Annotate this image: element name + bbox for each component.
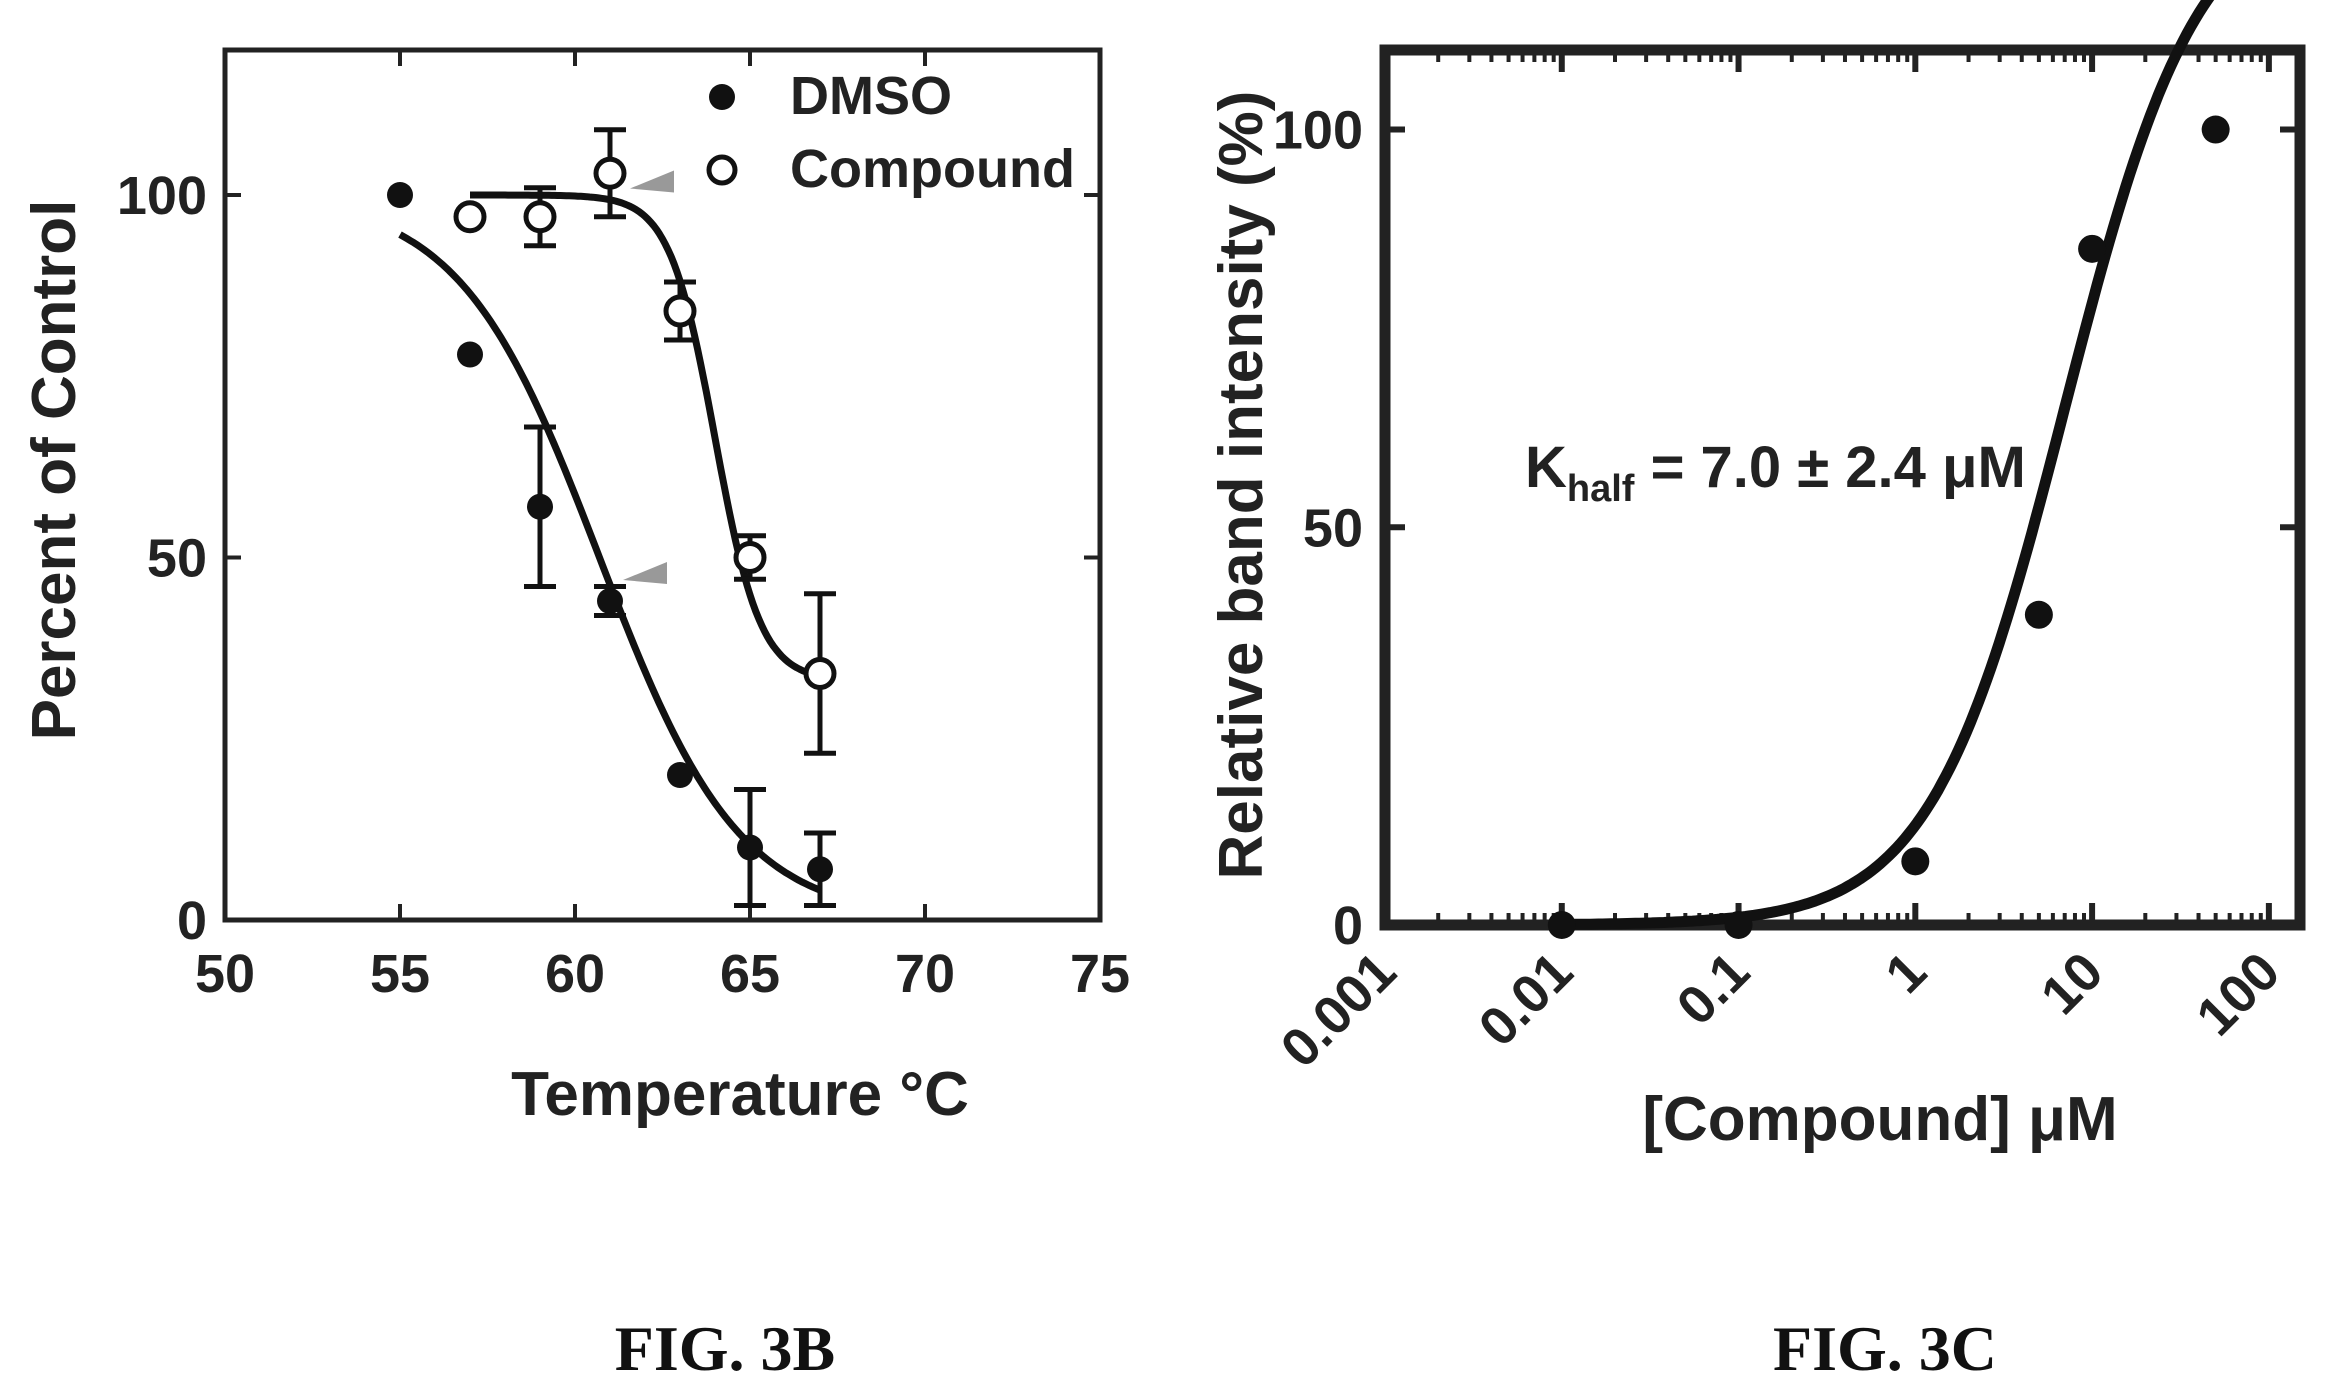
data-point <box>2024 600 2053 629</box>
arrow-marker <box>623 562 667 584</box>
x-tick-label: 100 <box>2185 941 2291 1047</box>
arrow-markers <box>623 170 674 584</box>
fit-curve-compound <box>469 191 821 680</box>
data-point-compound <box>803 657 837 690</box>
y-tick-label: 50 <box>1303 498 1363 558</box>
fit-curve <box>1556 0 2215 930</box>
data-point-dmso <box>387 182 413 208</box>
x-tick-label: 55 <box>370 944 430 1004</box>
x-tick-label: 1 <box>1874 941 1938 1005</box>
data-point-dmso <box>597 588 623 614</box>
figure-caption: FIG. 3B <box>615 1313 835 1384</box>
data-point-dmso <box>667 762 693 788</box>
x-tick-label: 60 <box>545 944 605 1004</box>
khalf-annotation: Khalf = 7.0 ± 2.4 μM <box>1525 435 2026 510</box>
x-tick-label: 75 <box>1070 944 1130 1004</box>
data-point-dmso <box>457 341 483 368</box>
annotation-subscript: half <box>1567 468 1635 510</box>
x-tick-label: 70 <box>895 944 955 1004</box>
annotation-value: = 7.0 ± 2.4 μM <box>1634 435 2025 500</box>
data-point-compound <box>453 200 487 234</box>
y-tick-label: 0 <box>1333 896 1363 956</box>
y-axis-label: Relative band intensity (%) <box>1207 91 1276 880</box>
data-point-dmso <box>807 856 833 883</box>
fit-curves <box>1556 0 2215 930</box>
data-point <box>2201 115 2230 144</box>
x-tick-label: 0.1 <box>1666 941 1762 1037</box>
y-tick-label: 100 <box>117 166 207 226</box>
x-tick-label: 65 <box>720 944 780 1004</box>
x-tick-label: 50 <box>195 944 255 1004</box>
y-axis-ticks: 0 50 100 <box>1273 101 2300 956</box>
legend-entry-compound: Compound <box>790 139 1075 199</box>
x-axis-label: Temperature °C <box>511 1060 969 1129</box>
data-points <box>1547 115 2230 939</box>
x-axis-ticks: 50 55 60 65 70 75 <box>195 50 1130 1004</box>
plot-frame <box>1379 44 2306 931</box>
legend-entry-dmso: DMSO <box>790 66 952 126</box>
data-point <box>1901 847 1930 876</box>
data-point-compound <box>663 294 697 328</box>
data-point-dmso <box>527 493 553 520</box>
data-point-dmso <box>737 834 763 861</box>
x-tick-label: 0.01 <box>1468 941 1585 1058</box>
y-axis-ticks: 0 50 100 <box>117 166 1100 951</box>
annotation-symbol: K <box>1525 435 1567 500</box>
y-tick-label: 0 <box>177 891 207 951</box>
y-tick-label: 50 <box>147 529 207 589</box>
data-point <box>1547 911 1576 939</box>
error-bars <box>524 127 836 908</box>
arrow-marker <box>630 170 674 193</box>
data-point-compound <box>523 200 557 234</box>
y-axis-label: Percent of Control <box>20 200 89 741</box>
x-axis-label: [Compound] μM <box>1642 1085 2117 1154</box>
figure-caption: FIG. 3C <box>1773 1313 1997 1384</box>
legend-marker-dmso <box>709 84 735 110</box>
data-point-compound <box>593 156 627 190</box>
chart-fig3c: 0 50 100 0.001 0.01 0.1 1 10 100 Khalf = 7.0 ± … <box>1207 0 2306 1384</box>
plot-frame <box>222 47 1103 923</box>
y-tick-label: 100 <box>1273 101 1363 161</box>
minor-ticks <box>1436 50 2263 925</box>
data-point-compound <box>733 541 767 574</box>
x-tick-label: 10 <box>2030 941 2115 1026</box>
data-point <box>2078 234 2107 263</box>
legend: DMSO Compound <box>706 66 1075 199</box>
data-points <box>387 156 837 883</box>
legend-marker-compound <box>706 154 738 186</box>
x-tick-label: 0.001 <box>1270 941 1408 1079</box>
data-point <box>1724 911 1753 939</box>
